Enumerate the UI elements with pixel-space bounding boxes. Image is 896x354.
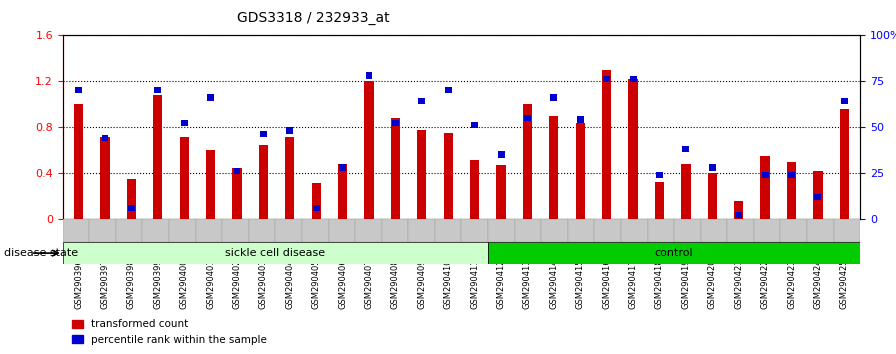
Bar [762,172,769,178]
Bar [655,182,664,219]
Bar [761,156,770,219]
Bar [523,104,532,219]
Bar [788,172,795,178]
Bar [391,118,400,219]
Bar [232,168,242,219]
Bar [128,205,134,211]
Bar [409,219,435,242]
Bar [100,137,109,219]
Bar [514,219,541,242]
Bar [497,152,504,158]
Bar [313,205,320,211]
Bar [568,219,594,242]
Bar [126,179,136,219]
Bar [709,164,716,171]
Bar [207,94,214,101]
Bar [365,81,374,219]
Bar [287,127,293,134]
Bar [179,137,189,219]
Bar [471,122,478,128]
Bar [575,123,585,219]
Bar [734,201,744,219]
Bar [418,130,426,219]
Bar [541,219,568,242]
Bar [708,173,717,219]
Bar [461,219,488,242]
Text: control: control [655,248,694,258]
Bar [683,146,689,152]
Bar [496,165,505,219]
Bar [787,162,797,219]
Bar [754,219,780,242]
Bar [444,133,452,219]
Bar [833,219,860,242]
Bar [392,120,399,126]
Bar [628,79,638,219]
Bar [142,219,169,242]
Bar [656,172,663,178]
Bar [101,135,108,141]
Bar [488,219,514,242]
Bar [260,131,267,137]
Bar [814,171,823,219]
Bar [549,116,558,219]
Bar [195,219,222,242]
Bar [444,87,452,93]
Bar [674,219,701,242]
Bar [550,94,557,101]
Bar [206,150,215,219]
Bar [366,72,373,79]
Bar [259,145,268,219]
Text: disease state: disease state [4,248,79,258]
Bar [630,76,636,82]
Bar [340,164,346,171]
Bar [807,219,833,242]
Bar [840,109,849,219]
Bar [355,219,382,242]
Bar [75,87,82,93]
Bar [418,98,426,104]
Bar [524,115,531,121]
Bar [222,219,249,242]
Bar [736,212,742,218]
Bar [840,98,848,104]
Bar [780,219,807,242]
Bar [621,219,648,242]
Bar [701,219,728,242]
Bar [648,219,674,242]
Bar [470,160,479,219]
Bar [154,87,161,93]
Bar [312,183,321,219]
Bar [338,164,348,219]
Text: sickle cell disease: sickle cell disease [225,248,325,258]
Bar [234,168,240,174]
Text: GDS3318 / 232933_at: GDS3318 / 232933_at [237,11,390,25]
Bar [302,219,329,242]
Bar [602,70,611,219]
Bar [169,219,195,242]
Bar [116,219,142,242]
Bar [728,219,754,242]
Bar [153,95,162,219]
Bar [814,194,822,200]
Bar [594,219,621,242]
Bar [382,219,409,242]
Bar [90,219,116,242]
Bar [603,76,610,82]
Bar [181,120,187,126]
Bar [275,219,302,242]
Bar [285,137,295,219]
Legend: transformed count, percentile rank within the sample: transformed count, percentile rank withi… [68,315,271,349]
Bar [488,242,860,264]
Bar [63,242,488,264]
Bar [74,104,83,219]
Bar [329,219,355,242]
Bar [681,164,691,219]
Bar [577,116,583,123]
Bar [63,219,90,242]
Bar [435,219,461,242]
Bar [249,219,275,242]
